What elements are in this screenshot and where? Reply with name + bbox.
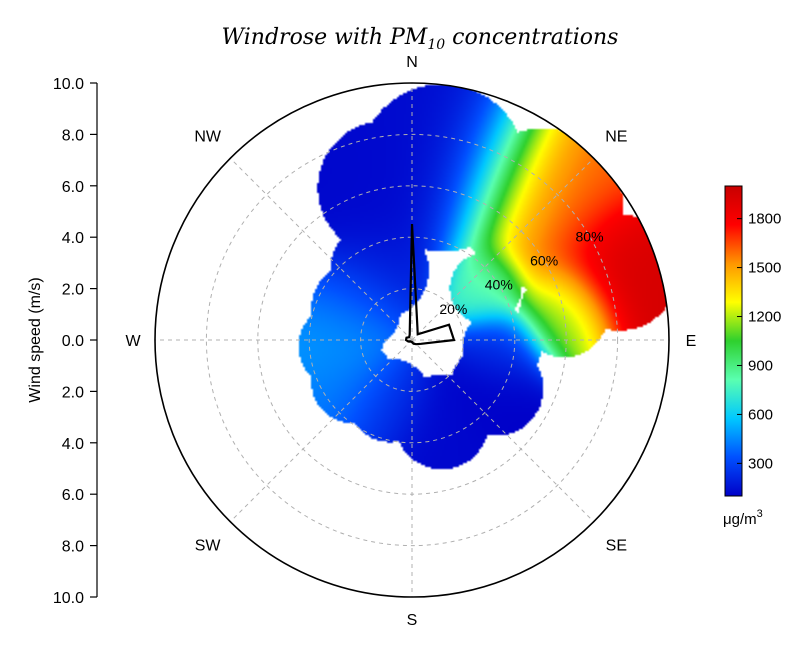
colorbar-unit-main: μg/m <box>723 511 757 528</box>
colorbar-tick-label: 300 <box>748 455 773 472</box>
y-tick-label: 10.0 <box>53 76 84 93</box>
colorbar-unit: μg/m3 <box>723 508 763 528</box>
y-tick-label: 2.0 <box>62 384 84 401</box>
y-tick-label: 8.0 <box>62 539 84 556</box>
direction-label: E <box>686 333 697 350</box>
y-tick-label: 0.0 <box>62 333 84 350</box>
colorbar-tick-label: 1200 <box>748 309 781 326</box>
colorbar-tick-label: 1500 <box>748 260 781 277</box>
title-subscript: 10 <box>427 37 445 53</box>
direction-label: SW <box>195 537 222 554</box>
colorbar-tick-label: 900 <box>748 357 773 374</box>
colorbar-tick-label: 1800 <box>748 211 781 228</box>
frequency-label: 40% <box>485 277 513 293</box>
y-tick-label: 8.0 <box>62 127 84 144</box>
direction-label: SE <box>606 537 627 554</box>
title-main: Windrose with PM <box>222 25 428 50</box>
direction-label: NE <box>605 129 627 146</box>
y-tick-label: 6.0 <box>62 179 84 196</box>
direction-label: N <box>406 54 418 71</box>
y-tick-label: 2.0 <box>62 282 84 299</box>
frequency-label: 60% <box>530 253 558 269</box>
y-axis-label: Wind speed (m/s) <box>27 277 44 402</box>
y-tick-label: 4.0 <box>62 436 84 453</box>
y-axis: 10.0 8.0 6.0 4.0 2.0 0.0 2.0 4.0 6.0 8.0 10.0 <box>53 76 97 607</box>
y-tick-label: 6.0 <box>62 487 84 504</box>
colorbar: 300 600 900 1200 1500 1800 <box>725 186 781 496</box>
frequency-label: 20% <box>439 301 467 317</box>
frequency-label: 80% <box>576 228 604 244</box>
y-tick-label: 4.0 <box>62 230 84 247</box>
direction-label: S <box>407 612 418 629</box>
direction-label: W <box>125 333 141 350</box>
y-tick-label: 10.0 <box>53 590 84 607</box>
direction-label: NW <box>194 129 222 146</box>
title-suffix: concentrations <box>445 25 618 50</box>
colorbar-unit-sup: 3 <box>757 508 763 520</box>
colorbar-bar <box>725 186 742 496</box>
colorbar-tick-label: 600 <box>748 406 773 423</box>
chart-title: Windrose with PM10 concentrations <box>222 25 619 53</box>
